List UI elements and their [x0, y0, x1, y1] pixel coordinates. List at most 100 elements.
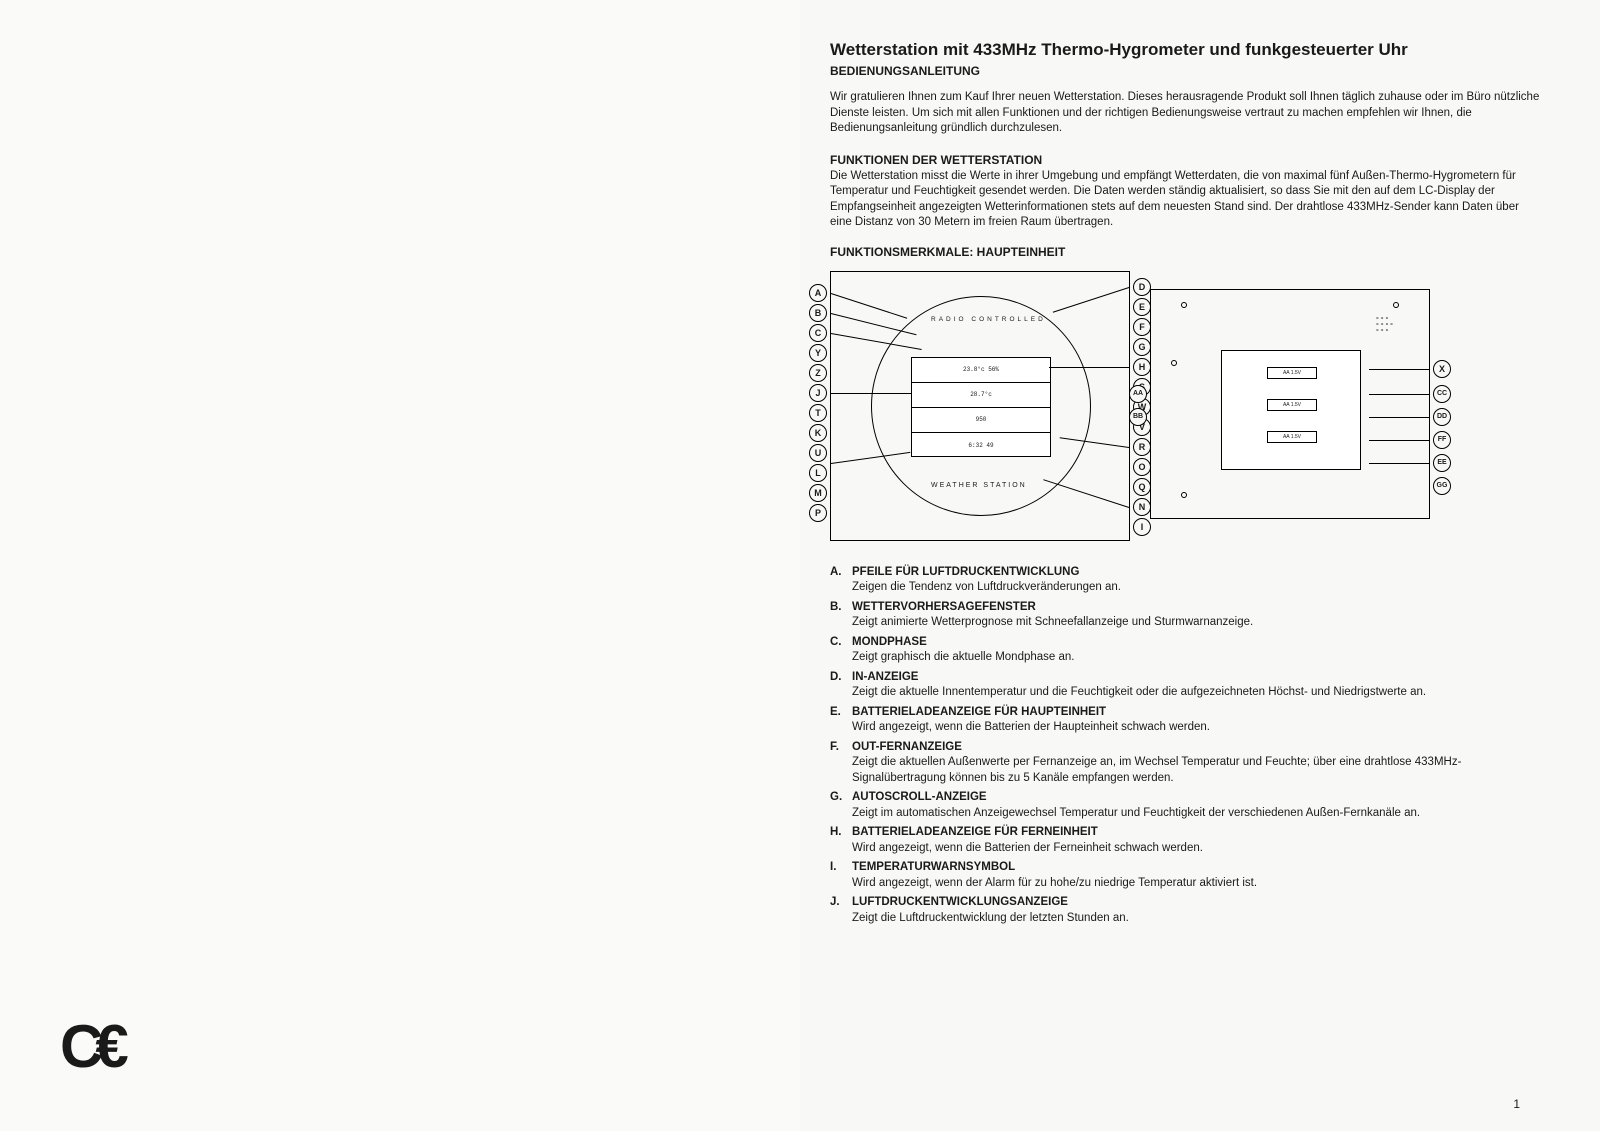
section2-heading: FUNKTIONSMERKMALE: HAUPTEINHEIT: [830, 245, 1540, 259]
feature-title: BATTERIELADEANZEIGE FÜR FERNEINHEIT: [852, 826, 1098, 838]
leader-line: [1053, 287, 1129, 313]
feature-title: BATTERIELADEANZEIGE FÜR HAUPTEINHEIT: [852, 706, 1106, 718]
lcd-row-3: 6:32 49: [912, 433, 1050, 457]
feature-item: I. TEMPERATURWARNSYMBOL Wird angezeigt, …: [830, 860, 1540, 891]
label-O: O: [1133, 458, 1151, 476]
label-I: I: [1133, 518, 1151, 536]
battery-slot: AA 1.5V: [1267, 399, 1317, 411]
feature-letter: D.: [830, 670, 852, 701]
diagram-front: RADIO CONTROLLED WEATHER STATION 23.8°c …: [830, 271, 1130, 541]
back-panel: AA 1.5V AA 1.5V AA 1.5V: [1221, 350, 1361, 470]
label-GG: GG: [1433, 477, 1451, 495]
weather-station-text: WEATHER STATION: [931, 482, 1027, 489]
battery-slot: AA 1.5V: [1267, 367, 1317, 379]
label-L: L: [809, 464, 827, 482]
right-page: Wetterstation mit 433MHz Thermo-Hygromet…: [800, 0, 1600, 1131]
label-N: N: [1133, 498, 1151, 516]
feature-title: AUTOSCROLL-ANZEIGE: [852, 791, 987, 803]
feature-item: J. LUFTDRUCKENTWICKLUNGSANZEIGE Zeigt di…: [830, 895, 1540, 926]
label-F: F: [1133, 318, 1151, 336]
feature-desc: Zeigt die Luftdruckentwicklung der letzt…: [852, 912, 1129, 924]
feature-letter: I.: [830, 860, 852, 891]
label-Y: Y: [809, 344, 827, 362]
label-EE: EE: [1433, 454, 1451, 472]
leader-line: [1049, 367, 1129, 368]
feature-desc: Zeigt im automatischen Anzeigewechsel Te…: [852, 807, 1420, 819]
document-subtitle: BEDIENUNGSANLEITUNG: [830, 64, 1540, 78]
feature-desc: Wird angezeigt, wenn die Batterien der H…: [852, 721, 1210, 733]
diagram-back: ° ° °° ° ° °° ° ° AA 1.5V AA 1.5V AA 1.5…: [1150, 289, 1430, 519]
label-H: H: [1133, 358, 1151, 376]
label-G: G: [1133, 338, 1151, 356]
label-BB: BB: [1129, 408, 1147, 426]
section1-text: Die Wetterstation misst die Werte in ihr…: [830, 169, 1540, 231]
diagram-area: RADIO CONTROLLED WEATHER STATION 23.8°c …: [830, 271, 1540, 541]
label-D: D: [1133, 278, 1151, 296]
label-T: T: [809, 404, 827, 422]
leader-line: [831, 293, 907, 319]
feature-desc: Wird angezeigt, wenn die Batterien der F…: [852, 842, 1203, 854]
left-page: C€: [0, 0, 800, 1131]
feature-title: OUT-FERNANZEIGE: [852, 741, 962, 753]
feature-title: PFEILE FÜR LUFTDRUCKENTWICKLUNG: [852, 566, 1079, 578]
label-R: R: [1133, 438, 1151, 456]
leader-line: [1369, 394, 1429, 395]
label-Z: Z: [809, 364, 827, 382]
feature-title: MONDPHASE: [852, 636, 927, 648]
label-U: U: [809, 444, 827, 462]
feature-item: F. OUT-FERNANZEIGE Zeigt die aktuellen A…: [830, 740, 1540, 787]
label-X: X: [1433, 360, 1451, 378]
ce-mark: C€: [60, 1012, 121, 1081]
feature-letter: H.: [830, 825, 852, 856]
label-E: E: [1133, 298, 1151, 316]
label-M: M: [809, 484, 827, 502]
label-Q: Q: [1133, 478, 1151, 496]
leader-line: [1369, 369, 1429, 370]
label-J: J: [809, 384, 827, 402]
leader-line: [1369, 440, 1429, 441]
feature-item: D. IN-ANZEIGE Zeigt die aktuelle Innente…: [830, 670, 1540, 701]
feature-letter: C.: [830, 635, 852, 666]
feature-letter: B.: [830, 600, 852, 631]
page-number: 1: [1513, 1097, 1520, 1111]
feature-item: A. PFEILE FÜR LUFTDRUCKENTWICKLUNG Zeige…: [830, 565, 1540, 596]
screw-icon: [1181, 492, 1187, 498]
feature-desc: Zeigt graphisch die aktuelle Mondphase a…: [852, 651, 1074, 663]
document-title: Wetterstation mit 433MHz Thermo-Hygromet…: [830, 40, 1540, 60]
feature-item: C. MONDPHASE Zeigt graphisch die aktuell…: [830, 635, 1540, 666]
feature-letter: J.: [830, 895, 852, 926]
feature-item: B. WETTERVORHERSAGEFENSTER Zeigt animier…: [830, 600, 1540, 631]
lcd-panel: 23.8°c 56% 28.7°c 950 6:32 49: [911, 357, 1051, 457]
feature-list: A. PFEILE FÜR LUFTDRUCKENTWICKLUNG Zeige…: [830, 565, 1540, 927]
feature-desc: Zeigen die Tendenz von Luftdruckveränder…: [852, 581, 1121, 593]
feature-desc: Wird angezeigt, wenn der Alarm für zu ho…: [852, 877, 1257, 889]
label-P: P: [809, 504, 827, 522]
feature-item: G. AUTOSCROLL-ANZEIGE Zeigt im automatis…: [830, 790, 1540, 821]
feature-letter: E.: [830, 705, 852, 736]
intro-paragraph: Wir gratulieren Ihnen zum Kauf Ihrer neu…: [830, 90, 1540, 137]
label-DD: DD: [1433, 408, 1451, 426]
feature-desc: Zeigt die aktuelle Innentemperatur und d…: [852, 686, 1426, 698]
feature-item: H. BATTERIELADEANZEIGE FÜR FERNEINHEIT W…: [830, 825, 1540, 856]
label-A: A: [809, 284, 827, 302]
battery-slot: AA 1.5V: [1267, 431, 1317, 443]
screw-icon: [1181, 302, 1187, 308]
leader-line: [1369, 463, 1429, 464]
feature-title: TEMPERATURWARNSYMBOL: [852, 861, 1015, 873]
page-spread: C€ Wetterstation mit 433MHz Thermo-Hygro…: [0, 0, 1600, 1131]
feature-title: IN-ANZEIGE: [852, 671, 918, 683]
radio-controlled-text: RADIO CONTROLLED: [931, 316, 1046, 323]
feature-letter: F.: [830, 740, 852, 787]
feature-item: E. BATTERIELADEANZEIGE FÜR HAUPTEINHEIT …: [830, 705, 1540, 736]
feature-letter: A.: [830, 565, 852, 596]
label-FF: FF: [1433, 431, 1451, 449]
screw-icon: [1171, 360, 1177, 366]
speaker-icon: ° ° °° ° ° °° ° °: [1376, 318, 1393, 336]
feature-letter: G.: [830, 790, 852, 821]
label-K: K: [809, 424, 827, 442]
label-C: C: [809, 324, 827, 342]
leader-line: [831, 393, 911, 394]
feature-desc: Zeigt die aktuellen Außenwerte per Ferna…: [852, 756, 1461, 784]
leader-line: [1369, 417, 1429, 418]
leader-line: [1043, 479, 1129, 508]
